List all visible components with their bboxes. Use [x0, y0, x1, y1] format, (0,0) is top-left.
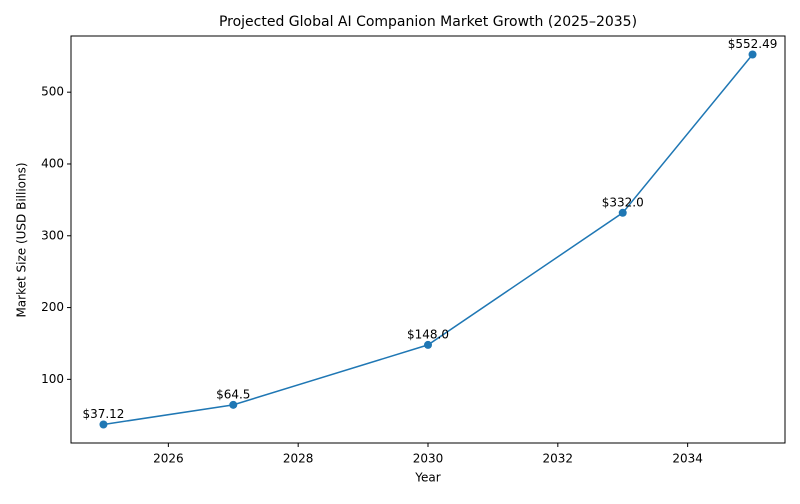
y-tick-label: 500 [41, 85, 64, 99]
y-tick-label: 300 [41, 228, 64, 242]
data-label: $64.5 [216, 387, 250, 401]
x-tick-label: 2034 [672, 452, 703, 466]
data-point [618, 208, 627, 217]
y-tick-label: 200 [41, 300, 64, 314]
x-axis-label: Year [414, 471, 440, 485]
data-point [424, 340, 432, 349]
data-label: $148.0 [407, 327, 449, 341]
chart-title: Projected Global AI Companion Market Gro… [219, 14, 637, 30]
data-label: $37.12 [82, 407, 124, 421]
data-point [229, 400, 238, 409]
x-tick-label: 2026 [153, 452, 184, 466]
y-tick-label: 400 [41, 156, 64, 170]
data-label: $332.0 [602, 195, 644, 209]
data-label: $552.49 [728, 37, 778, 51]
x-tick-label: 2028 [283, 452, 314, 466]
data-point [748, 50, 757, 59]
y-axis-label: Market Size (USD Billions) [15, 162, 29, 317]
x-tick-label: 2030 [413, 452, 444, 466]
x-tick-label: 2032 [543, 452, 574, 466]
y-tick-label: 100 [41, 372, 64, 386]
data-point [99, 420, 108, 429]
